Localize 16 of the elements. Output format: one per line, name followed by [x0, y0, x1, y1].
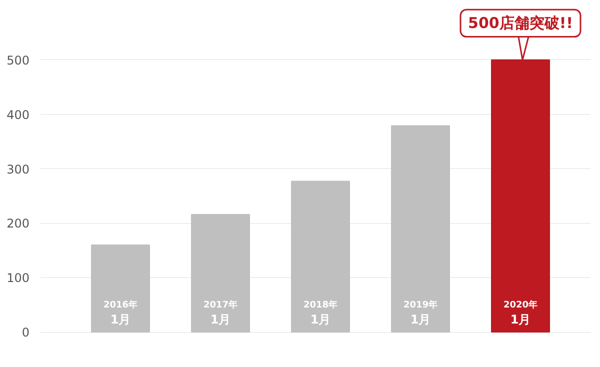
y-tick-label: 300	[6, 162, 30, 176]
y-tick-label: 200	[6, 216, 30, 231]
annotation: 500店舗突破!!	[468, 14, 574, 32]
x-tick-label: 2017年 1月	[203, 299, 238, 327]
bar	[191, 214, 250, 333]
x-tick-label: 2018年 1月	[303, 299, 338, 327]
y-tick-label: 0	[22, 326, 30, 340]
bar	[391, 125, 450, 333]
x-tick-label: 2019年 1月	[403, 299, 438, 327]
x-tick-label: 2020年 1月	[503, 299, 538, 327]
bar	[291, 180, 350, 333]
y-tick-label: 500	[6, 53, 30, 68]
bar	[91, 244, 150, 333]
x-tick-label: 2016年 1月	[103, 299, 138, 327]
y-tick-label: 100	[6, 271, 30, 286]
y-tick-label: 400	[6, 108, 30, 122]
